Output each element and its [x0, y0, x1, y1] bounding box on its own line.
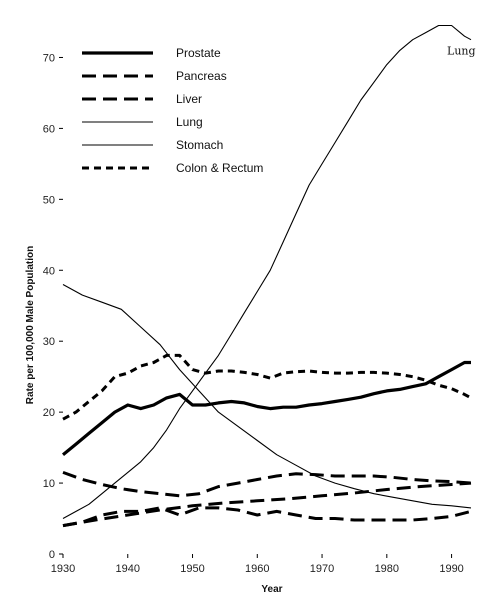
y-tick-label: 40: [43, 265, 55, 277]
x-tick-label: 1950: [180, 563, 204, 575]
x-tick-label: 1970: [310, 563, 334, 575]
x-tick-label: 1990: [439, 563, 463, 575]
series-line-1: [62, 481, 472, 528]
legend-label: Colon & Rectum: [176, 161, 263, 175]
lung-annotation: Lung: [447, 44, 476, 57]
y-tick-label: 10: [43, 478, 55, 490]
series-layer: Lung: [61, 24, 476, 528]
y-axis-title: Rate per 100,000 Male Population: [25, 246, 36, 404]
y-tick-label: 70: [43, 52, 55, 64]
series-line-0: [61, 360, 471, 456]
axes: 1930 1940 1950 1960 1970 1980 1990 0 10 20 30 40 50 6…: [43, 52, 464, 575]
legend-label: Liver: [176, 92, 202, 106]
y-tick-label: 60: [43, 123, 55, 135]
legend-label: Pancreas: [176, 69, 227, 83]
x-tick-label: 1940: [116, 563, 140, 575]
x-tick-label: 1930: [51, 563, 75, 575]
y-tick-label: 50: [43, 194, 55, 206]
series-line-4: [62, 284, 472, 509]
x-axis-title: Year: [261, 584, 282, 595]
y-tick-label: 30: [43, 336, 55, 348]
legend-label: Prostate: [176, 46, 221, 60]
y-tick-label: 20: [43, 407, 55, 419]
y-tick-label: 0: [49, 549, 55, 561]
legend-label: Stomach: [176, 138, 223, 152]
x-tick-label: 1960: [245, 563, 269, 575]
x-tick-label: 1980: [375, 563, 399, 575]
series-line-6: [62, 470, 472, 498]
legend-label: Lung: [176, 115, 203, 129]
legend: Prostate Pancreas Liver Lung Stomach Colon & …: [82, 46, 263, 175]
series-line-5: [62, 353, 472, 421]
series-line-3: [62, 24, 472, 519]
series-line-2: [62, 506, 472, 528]
